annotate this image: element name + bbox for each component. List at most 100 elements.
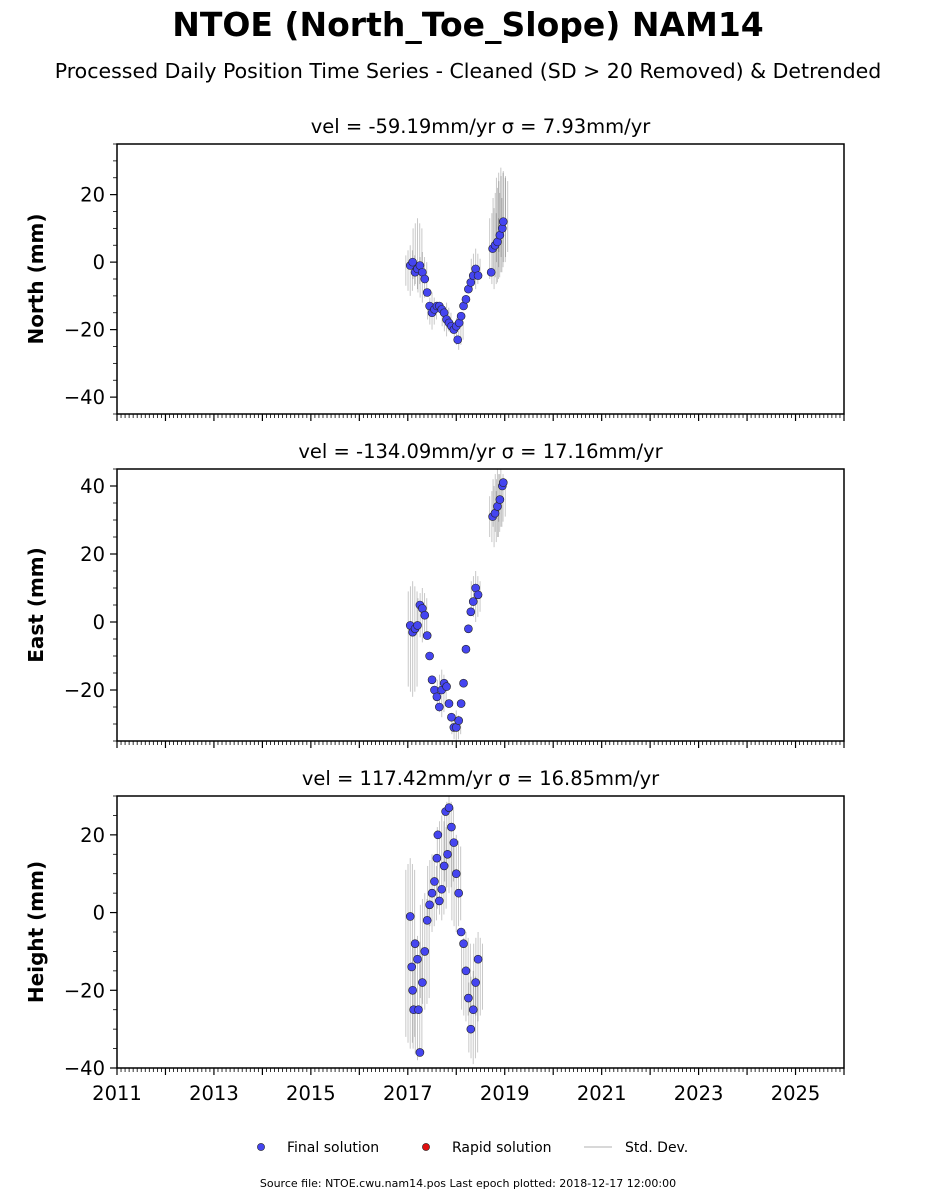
panels: vel = -59.19mm/yr σ = 7.93mm/yr North (mm… [24,115,845,1105]
data-point [413,954,422,964]
y-tick-label: −20 [64,679,105,702]
panel-title: vel = -134.09mm/yr σ = 17.16mm/yr [298,440,663,463]
x-tick-label: 2021 [577,1082,627,1105]
y-tick-label: 40 [80,475,105,498]
data-point [451,869,461,879]
y-tick-label: −40 [64,386,105,409]
y-axis-label: East (mm) [24,547,48,663]
data-point [405,912,415,921]
data-point [498,217,508,226]
data-point [454,888,463,898]
data-point [486,267,496,277]
y-tick-label: 0 [93,251,105,274]
data-point [413,621,422,630]
data-point [468,597,478,606]
data-point [461,294,471,304]
data-point [415,1048,425,1057]
data-point [410,939,420,948]
data-point [473,590,483,600]
panel-title: vel = 117.42mm/yr σ = 16.85mm/yr [302,767,660,790]
data-point [427,888,437,898]
data-point [430,877,439,886]
data-point [456,311,466,321]
data-point [414,1005,423,1015]
data-point [444,803,454,812]
data-point [471,978,480,987]
data-point [464,624,473,634]
legend-rapid-marker [422,1143,430,1151]
x-tick-label: 2025 [771,1082,821,1105]
data-point [408,257,417,267]
data-point [439,861,449,871]
data-point [432,853,442,863]
data-point [407,962,416,972]
y-tick-label: −20 [64,319,105,342]
data-point [422,631,432,640]
source-note: Source file: NTOE.cwu.nam14.pos Last epo… [260,1177,676,1190]
y-axis-label: Height (mm) [24,861,48,1003]
data-point [443,849,452,859]
legend-final-label: Final solution [287,1140,379,1156]
panel-title: vel = -59.19mm/yr σ = 7.93mm/yr [311,115,651,138]
panel-north: vel = -59.19mm/yr σ = 7.93mm/yr North (mm… [24,115,845,421]
data-point [442,682,451,691]
data-point [447,822,456,832]
data-point [449,838,459,847]
data-point [464,993,473,1003]
data-point [473,271,483,280]
legend-stddev-label: Std. Dev. [625,1140,688,1156]
data-point [473,954,483,964]
panel-height: vel = 117.42mm/yr σ = 16.85mm/yr Height (… [24,767,845,1105]
x-tick-label: 2013 [189,1082,239,1105]
y-tick-label: 0 [93,902,105,925]
data-point [433,830,443,840]
data-point [456,927,466,937]
data-point [420,274,430,284]
y-tick-label: −40 [64,1057,105,1080]
x-tick-label: 2015 [286,1082,336,1105]
plot-area [405,469,508,741]
data-point [435,896,444,906]
y-tick-label: 20 [80,184,105,207]
x-tick-label: 2011 [92,1082,142,1105]
y-tick-label: −20 [64,979,105,1002]
data-point [498,478,508,487]
x-tick-label: 2017 [383,1082,433,1105]
figure-subtitle: Processed Daily Position Time Series - C… [55,59,882,83]
data-point [454,716,463,725]
data-point [466,1024,476,1034]
data-point [461,966,471,976]
data-point [425,900,434,910]
data-point [459,939,468,948]
y-tick-label: 20 [80,824,105,847]
data-point [437,884,447,894]
data-point [459,678,468,688]
data-point [435,702,444,712]
data-point [468,1005,478,1015]
data-point [425,651,434,661]
data-point [420,947,430,956]
y-tick-label: 0 [93,611,105,634]
figure-title: NTOE (North_Toe_Slope) NAM14 [172,5,764,44]
data-point [432,692,442,702]
x-tick-label: 2019 [480,1082,530,1105]
data-point [466,607,476,617]
data-point [444,699,454,708]
data-point [447,712,456,722]
data-point [408,985,417,995]
data-point [461,644,471,654]
data-point [418,978,427,987]
data-point [427,675,437,685]
panel-east: vel = -134.09mm/yr σ = 17.16mm/yr East (m… [24,440,845,748]
y-tick-label: 20 [80,543,105,566]
data-point [422,916,432,925]
plot-area [405,167,509,350]
data-point [453,335,463,345]
data-point [422,288,432,297]
data-point [495,495,505,504]
y-axis-label: North (mm) [24,213,48,344]
plot-area [405,796,483,1065]
legend: Final solution Rapid solution Std. Dev. [257,1140,688,1156]
data-point [420,610,430,620]
